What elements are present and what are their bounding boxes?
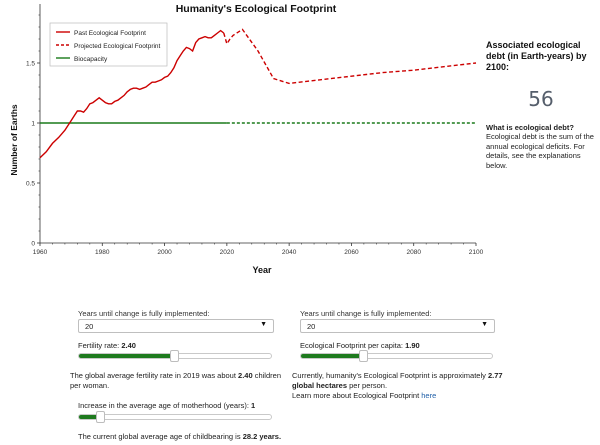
- learn-more-text: Learn more about Ecological Footprint: [292, 391, 422, 400]
- footprint-slider-fill: [301, 354, 363, 358]
- motherhood-slider[interactable]: [78, 411, 272, 423]
- motherhood-slider-fill: [79, 415, 101, 419]
- legend-label-past: Past Ecological Footprint: [74, 30, 146, 37]
- motherhood-slider-handle[interactable]: [96, 411, 106, 423]
- projected-footprint-line: [223, 28, 477, 85]
- debt-heading: Associated ecological debt (in Earth-yea…: [486, 40, 587, 72]
- y-tick-label: 1.5: [26, 61, 35, 68]
- x-tick-label: 2020: [220, 249, 235, 256]
- y-ticks: 0 0.5 1 1.5: [26, 14, 40, 248]
- y-tick-label: 0.5: [26, 181, 35, 188]
- fertility-value: 2.40: [121, 341, 136, 350]
- debt-explanation: Ecological debt is the sum of the annual…: [486, 132, 594, 170]
- footprint-chart: Humanity's Ecological Footprint 0 0.5 1 1.5…: [9, 3, 484, 275]
- y-tick-label: 1: [31, 121, 35, 128]
- debt-value: 56: [528, 87, 554, 111]
- childbearing-info: The current global average age of childb…: [78, 432, 282, 441]
- x-tick-label: 2000: [157, 249, 172, 256]
- right-years-select[interactable]: 20 ▼: [300, 319, 495, 333]
- right-years-value: 20: [307, 322, 316, 331]
- fertility-label: Fertility rate: 2.40: [78, 341, 136, 350]
- footprint-info: Currently, humanity's Ecological Footpri…: [292, 371, 503, 400]
- x-tick-label: 1960: [33, 249, 48, 256]
- motherhood-label: Increase in the average age of motherhoo…: [78, 401, 256, 410]
- chevron-down-icon: ▼: [481, 321, 488, 328]
- fertility-slider-fill: [79, 354, 174, 358]
- y-axis-label: Number of Earths: [9, 104, 19, 176]
- x-tick-label: 2040: [282, 249, 297, 256]
- legend-label-projected: Projected Ecological Footprint: [74, 43, 161, 50]
- legend-box: [49, 22, 168, 67]
- learn-more-link[interactable]: here: [421, 391, 437, 400]
- x-tick-label: 1980: [95, 249, 110, 256]
- right-years-label: Years until change is fully implemented:: [300, 309, 432, 318]
- series-group: [39, 28, 477, 159]
- x-tick-label: 2100: [469, 249, 484, 256]
- fertility-slider[interactable]: [78, 350, 272, 362]
- left-years-value: 20: [85, 322, 94, 331]
- fertility-slider-handle[interactable]: [170, 350, 180, 362]
- motherhood-value: 1: [251, 401, 256, 410]
- legend-label-biocapacity: Biocapacity: [74, 56, 108, 63]
- x-tick-label: 2060: [344, 249, 359, 256]
- past-footprint-line: [39, 29, 225, 159]
- fertility-info: The global average fertility rate in 201…: [70, 371, 281, 390]
- footprint-value: 1.90: [405, 341, 420, 350]
- x-axis-label: Year: [252, 265, 272, 275]
- x-ticks: 1960 1980 2000 2020 2040 2060 2080 2100: [33, 243, 484, 256]
- debt-panel: Associated ecological debt (in Earth-yea…: [486, 40, 596, 170]
- footprint-label: Ecological Footprint per capita: 1.90: [300, 341, 420, 350]
- left-years-label: Years until change is fully implemented:: [78, 309, 210, 318]
- left-years-select[interactable]: 20 ▼: [78, 319, 274, 333]
- legend: Past Ecological Footprint Projected Ecol…: [49, 22, 168, 67]
- chart-title: Humanity's Ecological Footprint: [176, 3, 337, 15]
- footprint-slider[interactable]: [300, 350, 493, 362]
- y-tick-label: 0: [31, 241, 35, 248]
- footprint-slider-handle[interactable]: [358, 350, 368, 362]
- x-tick-label: 2080: [406, 249, 421, 256]
- debt-question: What is ecological debt?: [486, 123, 574, 132]
- chevron-down-icon: ▼: [260, 321, 267, 328]
